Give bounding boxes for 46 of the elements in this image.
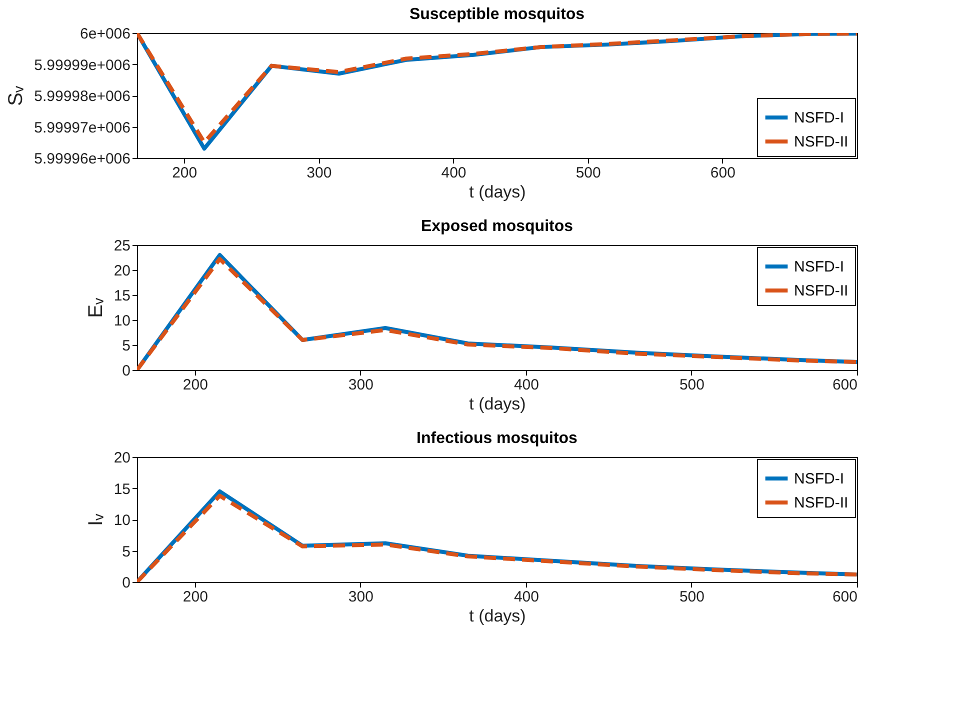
y-tick-label: 5.99998e+006 (34, 88, 130, 105)
x-tick-label: 300 (306, 164, 332, 182)
y-tick-label: 0 (122, 574, 130, 592)
x-tick-label: 400 (514, 376, 539, 394)
y-axis-title: Sᵥ (5, 86, 28, 106)
legend-label: NSFD-I (794, 470, 844, 488)
legend-label: NSFD-I (794, 110, 844, 126)
chart-title: Susceptible mosquitos (409, 6, 585, 23)
x-axis-title: t (days) (469, 606, 526, 626)
x-tick-label: 300 (348, 588, 374, 606)
legend-label: NSFD-II (794, 134, 848, 150)
y-tick-label: 25 (114, 238, 130, 254)
y-tick-label: 5 (122, 338, 130, 354)
y-tick-label: 15 (114, 288, 130, 304)
x-tick-label: 500 (679, 588, 704, 606)
y-tick-label: 0 (122, 362, 130, 380)
x-tick-label: 200 (182, 376, 208, 394)
y-tick-label: 5.99999e+006 (34, 56, 130, 74)
x-tick-label: 600 (832, 376, 858, 394)
legend-label: NSFD-II (794, 282, 848, 300)
y-axis-title: Iᵥ (84, 513, 107, 526)
x-tick-label: 300 (348, 376, 374, 394)
legend-label: NSFD-II (794, 494, 848, 512)
x-tick-label: 500 (679, 376, 704, 394)
x-axis-title: t (days) (469, 394, 526, 414)
y-tick-label: 6e+006 (80, 26, 130, 42)
y-tick-label: 20 (114, 450, 130, 466)
x-tick-label: 400 (514, 588, 539, 606)
y-tick-label: 5.99996e+006 (34, 150, 130, 168)
x-tick-label: 500 (576, 164, 601, 182)
x-tick-label: 600 (832, 588, 858, 606)
x-axis-title: t (days) (469, 182, 526, 202)
y-axis-title: Eᵥ (84, 298, 107, 318)
x-tick-label: 400 (441, 164, 466, 182)
chart-title: Exposed mosquitos (420, 218, 574, 235)
chart-title: Infectious mosquitos (416, 430, 578, 447)
x-tick-label: 200 (182, 588, 208, 606)
legend-label: NSFD-I (794, 258, 844, 276)
y-tick-label: 20 (114, 262, 130, 280)
y-tick-label: 10 (114, 512, 130, 529)
y-tick-label: 15 (114, 480, 130, 498)
y-tick-label: 5 (122, 543, 130, 560)
x-tick-label: 200 (172, 164, 198, 182)
y-tick-label: 5.99997e+006 (34, 119, 130, 136)
y-tick-label: 10 (114, 312, 130, 330)
x-tick-label: 600 (710, 164, 736, 182)
